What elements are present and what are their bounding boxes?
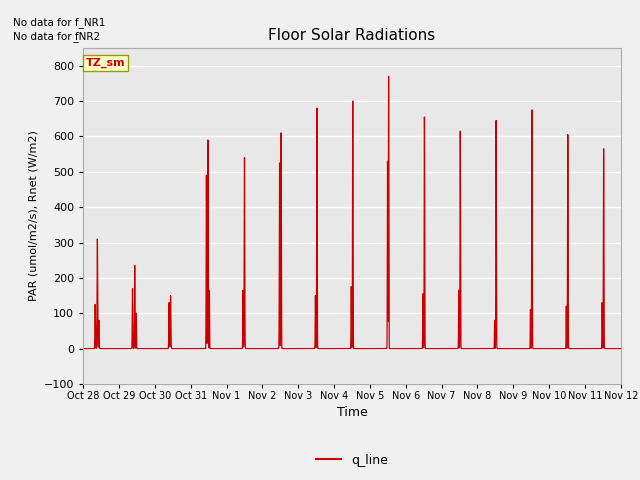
Title: Floor Solar Radiations: Floor Solar Radiations [268,28,436,43]
X-axis label: Time: Time [337,407,367,420]
Text: No data for f_NR1: No data for f_NR1 [13,17,105,28]
Text: No data for f̲NR2: No data for f̲NR2 [13,31,100,42]
Text: TZ_sm: TZ_sm [86,58,125,68]
Y-axis label: PAR (umol/m2/s), Rnet (W/m2): PAR (umol/m2/s), Rnet (W/m2) [28,131,38,301]
Legend: q_line: q_line [311,449,393,472]
